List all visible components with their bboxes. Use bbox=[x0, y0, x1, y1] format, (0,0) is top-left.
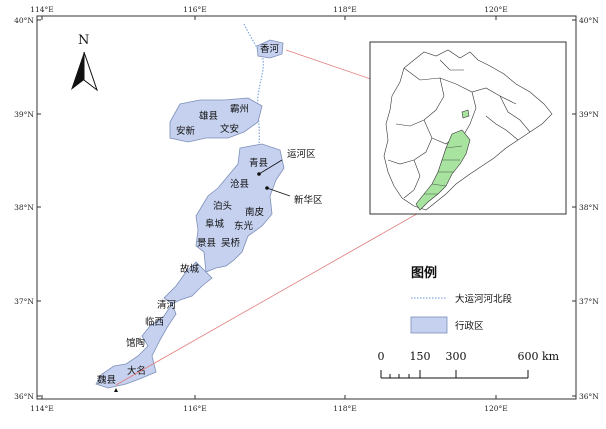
legend-region-symbol bbox=[410, 316, 448, 334]
county-label: 馆陶 bbox=[126, 337, 145, 349]
y-tick-label-left: 36°N bbox=[14, 392, 34, 401]
legend-region-label: 行政区 bbox=[455, 320, 484, 332]
yunhe-leader bbox=[258, 159, 283, 175]
county-label: 雄县 bbox=[199, 110, 218, 122]
county-label: 青县 bbox=[249, 157, 268, 169]
inset-border-10 bbox=[439, 59, 464, 71]
y-tick-label-right: 39°N bbox=[579, 110, 599, 119]
inset-province-outline bbox=[383, 49, 553, 211]
inset-sub-1 bbox=[445, 145, 463, 149]
county-label: 安新 bbox=[176, 125, 196, 137]
county-label: 沧县 bbox=[230, 178, 249, 190]
county-label: 东光 bbox=[234, 220, 254, 232]
y-tick-label-right: 40°N bbox=[579, 16, 599, 25]
scale-bar: 0 150 300 600 km bbox=[378, 350, 560, 379]
callout-yunhe: 运河区 bbox=[287, 148, 316, 160]
county-label: 大名 bbox=[127, 365, 146, 377]
inset-border-8 bbox=[403, 159, 421, 199]
county-label: 南皮 bbox=[245, 206, 265, 218]
county-regions bbox=[95, 39, 285, 389]
x-tick-label-bottom: 116°E bbox=[183, 404, 207, 413]
inset-border-2 bbox=[395, 77, 445, 127]
legend-river-label: 大运河河北段 bbox=[455, 293, 513, 305]
county-label: 景县 bbox=[197, 238, 216, 249]
county-label: 文安 bbox=[220, 123, 239, 135]
y-tick-label-left: 38°N bbox=[14, 203, 34, 212]
inset-canal-region bbox=[415, 129, 471, 211]
region-xianghe bbox=[256, 39, 284, 59]
x-tick-label-top: 118°E bbox=[333, 5, 357, 14]
county-label: 泊头 bbox=[213, 200, 232, 212]
county-label: 故城 bbox=[180, 263, 200, 275]
inset-border-3 bbox=[455, 83, 517, 105]
county-label: 香河 bbox=[260, 43, 280, 55]
y-tick-label-right: 37°N bbox=[579, 297, 599, 306]
x-tick-label-top: 120°E bbox=[484, 5, 508, 14]
region-handan-xingtai bbox=[95, 303, 177, 389]
callout-xinhua: 新华区 bbox=[294, 194, 323, 206]
y-tick-label-left: 39°N bbox=[14, 110, 34, 119]
longitude-ticks: 114°E 114°E 116°E 116°E 118°E 118°E 120°E 120°E bbox=[30, 5, 508, 413]
inset-border-9 bbox=[485, 115, 519, 141]
x-tick-label-top: 116°E bbox=[183, 5, 207, 14]
inset-sub-4 bbox=[431, 183, 447, 187]
scale-unit: km bbox=[542, 350, 560, 363]
xinhua-leader bbox=[266, 187, 291, 197]
y-tick-label-left: 37°N bbox=[14, 297, 34, 306]
south-marker bbox=[114, 388, 118, 392]
region-baoding-langfang bbox=[169, 97, 263, 143]
inset-map bbox=[369, 41, 567, 215]
scale-label-150: 150 bbox=[410, 350, 431, 363]
x-tick-label-bottom: 120°E bbox=[484, 404, 508, 413]
north-arrow-left-icon bbox=[71, 52, 84, 90]
county-label: 魏县 bbox=[97, 374, 116, 386]
inset-border-1 bbox=[403, 67, 457, 85]
callout-markers bbox=[114, 159, 291, 392]
north-arrow: N bbox=[71, 33, 99, 92]
x-tick-label-top: 114°E bbox=[30, 5, 54, 14]
region-cangzhou-hengshui bbox=[195, 143, 285, 273]
north-label: N bbox=[78, 33, 89, 48]
y-tick-label-right: 38°N bbox=[579, 203, 599, 212]
inset-xianghe bbox=[461, 109, 470, 119]
inset-border-5 bbox=[499, 95, 531, 133]
scale-label-0: 0 bbox=[378, 350, 385, 363]
legend-title: 图例 bbox=[411, 265, 437, 281]
county-label: 临西 bbox=[145, 316, 164, 328]
north-arrow-right-icon bbox=[83, 51, 99, 92]
y-tick-label-left: 40°N bbox=[14, 16, 34, 25]
county-label: 清河 bbox=[157, 299, 177, 311]
latitude-ticks: 40°N 40°N 39°N 39°N 38°N 38°N 37°N 37°N 36°N 36°N bbox=[14, 16, 599, 401]
y-tick-label-right: 36°N bbox=[579, 392, 599, 401]
x-tick-label-bottom: 114°E bbox=[30, 404, 54, 413]
x-tick-label-bottom: 118°E bbox=[333, 404, 357, 413]
grand-canal-line bbox=[243, 23, 264, 171]
county-label: 阜城 bbox=[205, 218, 225, 230]
county-label: 霸州 bbox=[230, 104, 249, 115]
scale-label-300: 300 bbox=[446, 350, 467, 363]
inset-border-4 bbox=[461, 91, 477, 139]
inset-border-6 bbox=[387, 119, 433, 165]
connector-bottom bbox=[115, 210, 423, 386]
county-label: 吴桥 bbox=[221, 237, 241, 249]
legend: 图例 大运河河北段 行政区 bbox=[410, 265, 513, 334]
scale-label-600: 600 bbox=[518, 350, 539, 363]
